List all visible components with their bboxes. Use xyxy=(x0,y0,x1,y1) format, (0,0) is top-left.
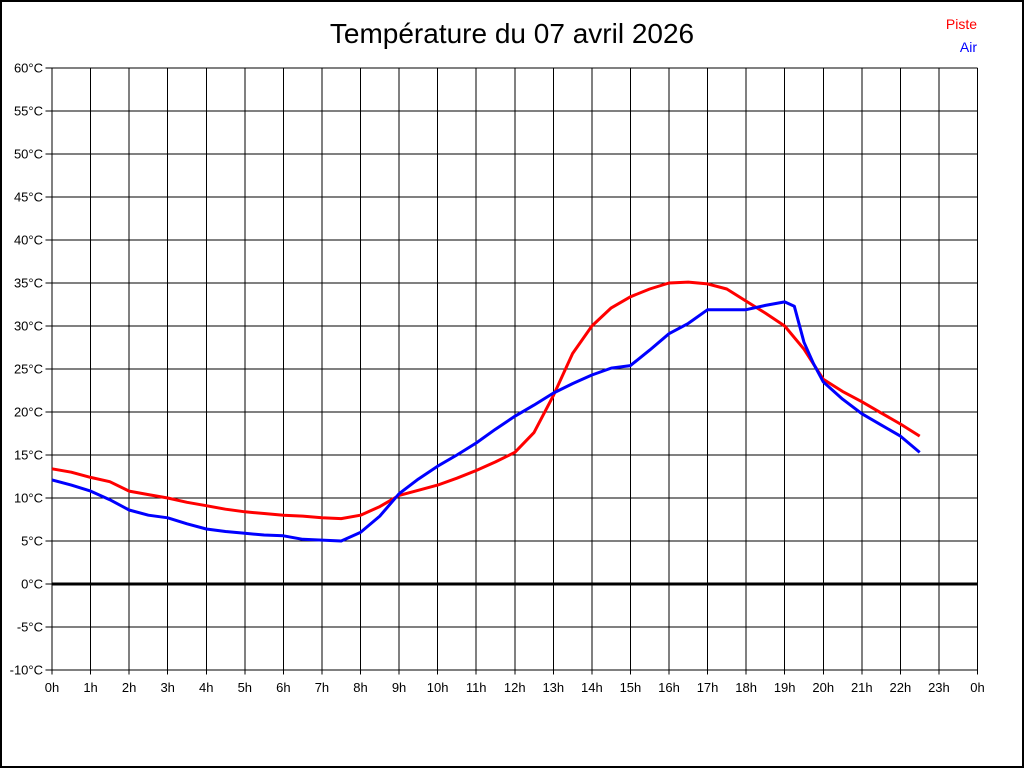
x-tick-label: 13h xyxy=(542,680,564,695)
y-tick-label: 35°C xyxy=(14,276,43,291)
y-tick-label: 45°C xyxy=(14,190,43,205)
y-tick-label: 0°C xyxy=(21,577,43,592)
y-tick-label: 55°C xyxy=(14,104,43,119)
x-tick-label: 16h xyxy=(658,680,680,695)
x-tick-label: 18h xyxy=(735,680,757,695)
x-tick-label: 2h xyxy=(122,680,136,695)
x-tick-label: 10h xyxy=(427,680,449,695)
x-tick-label: 14h xyxy=(581,680,603,695)
x-tick-label: 8h xyxy=(353,680,367,695)
x-tick-label: 11h xyxy=(466,680,487,695)
x-tick-label: 0h xyxy=(970,680,984,695)
y-tick-label: 10°C xyxy=(14,491,43,506)
x-tick-label: 3h xyxy=(160,680,174,695)
y-tick-label: 40°C xyxy=(14,233,43,248)
y-tick-label: 15°C xyxy=(14,448,43,463)
x-tick-label: 21h xyxy=(851,680,873,695)
y-tick-label: 25°C xyxy=(14,362,43,377)
y-tick-label: 5°C xyxy=(21,534,43,549)
x-tick-label: 1h xyxy=(83,680,97,695)
legend-item-piste: Piste xyxy=(945,16,977,32)
x-tick-label: 23h xyxy=(928,680,950,695)
legend-item-air: Air xyxy=(959,39,977,55)
y-tick-label: -10°C xyxy=(10,663,43,678)
x-tick-label: 7h xyxy=(315,680,329,695)
x-tick-label: 9h xyxy=(392,680,406,695)
x-tick-label: 22h xyxy=(890,680,912,695)
x-tick-label: 20h xyxy=(812,680,834,695)
y-tick-label: 60°C xyxy=(14,61,43,76)
y-tick-label: 50°C xyxy=(14,147,43,162)
x-tick-label: 17h xyxy=(697,680,719,695)
x-tick-label: 6h xyxy=(276,680,290,695)
series-line-air xyxy=(51,300,921,543)
y-tick-label: 30°C xyxy=(14,319,43,334)
x-tick-label: 19h xyxy=(774,680,796,695)
chart-title: Température du 07 avril 2026 xyxy=(329,18,695,49)
x-tick-label: 12h xyxy=(504,680,526,695)
x-tick-label: 15h xyxy=(620,680,642,695)
y-tick-label: -5°C xyxy=(17,620,43,635)
x-tick-label: 5h xyxy=(238,680,252,695)
y-tick-label: 20°C xyxy=(14,405,43,420)
series-line-piste xyxy=(51,280,921,521)
chart-legend: Piste Air xyxy=(946,13,977,59)
x-tick-label: 0h xyxy=(45,680,59,695)
x-tick-label: 4h xyxy=(199,680,213,695)
